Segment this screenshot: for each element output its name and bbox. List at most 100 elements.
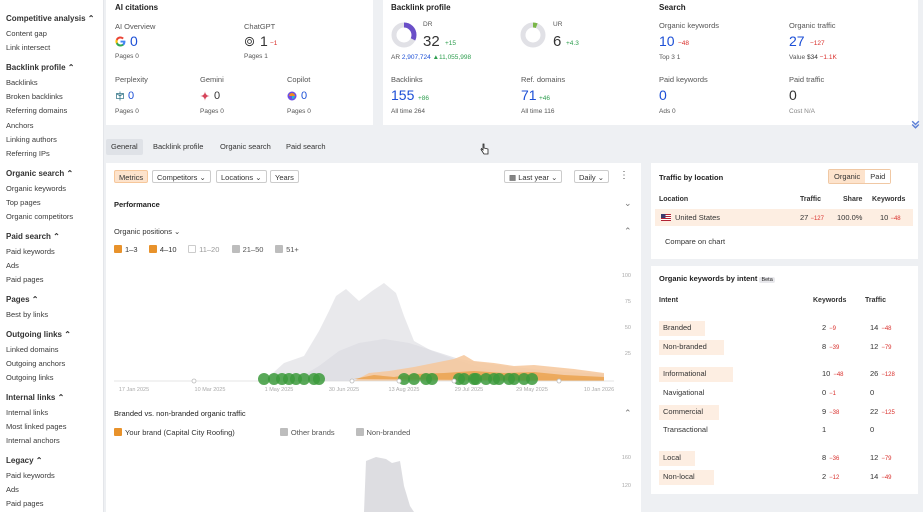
sidebar-item-backlinks[interactable]: Backlinks [6,78,38,87]
filter-11-20[interactable]: 11–20 [188,245,219,254]
granularity-dropdown[interactable]: Daily ⌄ [574,170,610,183]
collapse-chevrons-icon[interactable] [910,119,921,130]
paid-traffic-value[interactable]: 0 [789,87,797,103]
intent-traffic-value[interactable]: 12 −79 [870,342,892,351]
sidebar-item-referring-ips[interactable]: Referring IPs [6,149,50,158]
paid-keywords-value[interactable]: 0 [659,87,667,103]
sidebar-item-linked-domains[interactable]: Linked domains [6,345,59,354]
metrics-button[interactable]: Metrics [114,170,149,183]
ur-value[interactable]: 6 [553,33,562,50]
intent-traffic-value[interactable]: 14 −48 [870,323,892,332]
dr-value[interactable]: 32 [423,33,440,50]
intent-keywords-value[interactable]: 0 −1 [822,388,837,397]
intent-name-commercial[interactable]: Commercial [663,407,704,416]
backlinks-value[interactable]: 155 [391,87,415,103]
sidebar-item-paid-keywords[interactable]: Paid keywords [6,247,55,256]
filter-4-10[interactable]: 4–10 [148,245,177,254]
keyword-dot [493,373,505,385]
sidebar-section-3[interactable]: Paid search ⌃ [6,232,60,241]
intent-name-non-branded[interactable]: Non-branded [663,342,707,351]
intent-keywords-value[interactable]: 1 [822,425,827,434]
intent-keywords-value[interactable]: 10 −48 [822,369,844,378]
intent-name-local[interactable]: Local [663,453,681,462]
intent-name-informational[interactable]: Informational [663,369,707,378]
tab-backlink-profile[interactable]: Backlink profile [153,142,204,151]
sidebar-item-content-gap[interactable]: Content gap [6,29,47,38]
sidebar-item-outgoing-anchors[interactable]: Outgoing anchors [6,359,66,369]
chatgpt-value[interactable]: 1 [260,33,268,49]
keyword-dot [313,373,325,385]
filter-21-50[interactable]: 21–50 [231,245,263,254]
organic-traffic-value[interactable]: 27 [789,33,805,49]
filter-non-branded[interactable]: Non-branded [355,428,410,437]
intent-keywords-value[interactable]: 2 −12 [822,472,840,481]
compare-on-chart-link[interactable]: Compare on chart [665,237,726,246]
sidebar-section-2[interactable]: Organic search ⌃ [6,169,74,178]
chevron-down-icon[interactable]: ⌄ [624,198,632,208]
sidebar-item-best-by-links[interactable]: Best by links [6,310,49,319]
intent-traffic-value[interactable]: 14 −49 [870,472,892,481]
sidebar-section-4[interactable]: Pages ⌃ [6,295,39,304]
sidebar-item-outgoing-links[interactable]: Outgoing links [6,373,54,383]
intent-keywords-value[interactable]: 8 −36 [822,453,840,462]
sidebar-item-paid-pages[interactable]: Paid pages [6,275,44,285]
intent-keywords-value[interactable]: 8 −39 [822,342,840,351]
sidebar-item-paid-keywords[interactable]: Paid keywords [6,471,55,480]
tab-paid-search[interactable]: Paid search [286,142,326,151]
sidebar-item-most-linked-pages[interactable]: Most linked pages [6,422,67,432]
sidebar-item-organic-keywords[interactable]: Organic keywords [6,184,67,193]
sidebar-section-0[interactable]: Competitive analysis ⌃ [6,14,95,23]
sidebar-item-linking-authors[interactable]: Linking authors [6,134,57,144]
filter-51-[interactable]: 51+ [275,245,299,254]
sidebar-item-ads[interactable]: Ads [6,485,19,495]
intent-traffic-value[interactable]: 12 −79 [870,453,892,462]
intent-name-non-local[interactable]: Non-local [663,472,695,481]
intent-keywords-value[interactable]: 9 −38 [822,407,840,416]
locations-dropdown[interactable]: Locations ⌄ [216,170,267,183]
filter-your-brand-capital-city-roofing-[interactable]: Your brand (Capital City Roofing) [114,428,235,437]
sidebar-section-6[interactable]: Internal links ⌃ [6,393,65,402]
intent-traffic-value[interactable]: 26 −128 [870,369,895,378]
perplexity-value[interactable]: 0 [128,90,135,102]
chevron-up-icon[interactable]: ⌃ [624,408,632,418]
intent-traffic-value[interactable]: 0 [870,388,875,397]
intent-traffic-value[interactable]: 0 [870,425,875,434]
tab-organic-search[interactable]: Organic search [220,142,271,151]
filter-1-3[interactable]: 1–3 [114,245,138,254]
location-name[interactable]: United States [675,213,721,222]
sidebar-item-organic-competitors[interactable]: Organic competitors [6,212,74,222]
sidebar-item-anchors[interactable]: Anchors [6,120,34,130]
organic-keywords-value[interactable]: 10 [659,33,675,49]
ai-overview-value[interactable]: 0 [130,33,138,49]
sidebar-item-ads[interactable]: Ads [6,261,19,271]
toggle-paid[interactable]: Paid [865,170,891,183]
intent-name-navigational[interactable]: Navigational [663,388,705,397]
gemini-value[interactable]: 0 [214,90,221,102]
sidebar-item-top-pages[interactable]: Top pages [6,198,41,208]
organic-positions-toggle[interactable]: Organic positions ⌄ [114,227,181,236]
chevron-up-icon[interactable]: ⌃ [624,226,632,236]
toggle-organic[interactable]: Organic [829,170,866,183]
years-button[interactable]: Years [270,170,299,183]
competitors-dropdown[interactable]: Competitors ⌄ [152,170,211,183]
more-menu-icon[interactable]: ⋮ [619,170,629,181]
intent-name-branded[interactable]: Branded [663,323,692,332]
sidebar-item-internal-links[interactable]: Internal links [6,408,49,417]
intent-traffic-value[interactable]: 22 −125 [870,407,895,416]
sidebar-item-paid-pages[interactable]: Paid pages [6,499,44,509]
tab-general[interactable]: General [106,139,143,155]
sidebar-section-5[interactable]: Outgoing links ⌃ [6,330,71,339]
copilot-value[interactable]: 0 [301,90,308,102]
sidebar-item-referring-domains[interactable]: Referring domains [6,106,68,116]
sidebar-section-1[interactable]: Backlink profile ⌃ [6,63,75,72]
date-range-dropdown[interactable]: ▦ Last year ⌄ [504,170,563,183]
sidebar-item-link-intersect[interactable]: Link intersect [6,43,51,53]
sidebar-section-7[interactable]: Legacy ⌃ [6,456,43,465]
location-row[interactable] [655,209,913,226]
ref-domains-value[interactable]: 71 [521,87,537,103]
sidebar-item-broken-backlinks[interactable]: Broken backlinks [6,92,63,102]
intent-keywords-value[interactable]: 2 −9 [822,323,837,332]
sidebar-item-internal-anchors[interactable]: Internal anchors [6,436,60,446]
intent-name-transactional[interactable]: Transactional [663,425,708,434]
filter-other-brands[interactable]: Other brands [279,428,335,437]
